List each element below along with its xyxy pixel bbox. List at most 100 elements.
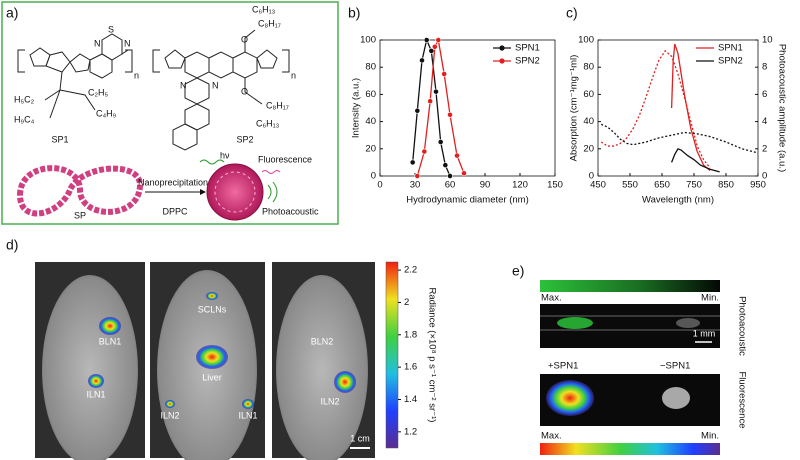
data-point [414, 173, 421, 179]
y-tick-label: 0 [589, 171, 594, 182]
data-point [423, 37, 430, 43]
colorbar-label: Radiance (×10⁸ p s⁻¹ cm⁻² sr⁻¹) [426, 288, 437, 423]
panel-label: b) [348, 5, 360, 21]
data-point [454, 152, 460, 159]
modality-label: Fluorescence [736, 371, 747, 428]
photoacoustic-label: Photoacoustic [262, 206, 319, 216]
y2-tick-label: 8 [762, 62, 767, 73]
data-point [435, 37, 442, 43]
legend-label: SPN1 [718, 43, 743, 54]
data-point [441, 71, 448, 77]
y-tick-label: 80 [583, 62, 594, 73]
acoustic-wave [267, 181, 278, 203]
scale-min: Min. [701, 293, 719, 304]
process-label: Nanoprecipitation [138, 177, 208, 187]
data-point [414, 107, 421, 114]
legend-marker [499, 58, 505, 64]
signal [99, 317, 121, 335]
y2-axis-label: Photoacoustic amplitude (a.u.) [776, 44, 787, 172]
y-tick-label: 60 [583, 89, 594, 100]
y-tick-label: 80 [365, 62, 376, 73]
x-tick-label: 90 [480, 180, 491, 191]
data-point [433, 88, 439, 95]
node-label: BLN2 [311, 336, 334, 346]
colorbar-tick-label: 1.4 [404, 394, 417, 405]
structure-sp2 [152, 29, 290, 151]
polymer-chain [16, 165, 144, 217]
colorbar [540, 443, 720, 455]
y-axis-label: Absorption (cm⁻¹mg⁻¹ml) [569, 55, 580, 162]
legend-label: SPN2 [515, 56, 540, 67]
pa-signal [557, 317, 593, 329]
x-tick-label: 550 [622, 180, 638, 191]
signal [206, 292, 218, 300]
x-tick-label: 950 [750, 180, 766, 191]
x-axis-label: Wavelength (nm) [642, 195, 714, 206]
atom: n [291, 70, 296, 80]
atom: N [124, 38, 131, 48]
chem-group: C₆H₁₃ [252, 4, 276, 14]
data-point [442, 162, 449, 169]
y-tick-label: 60 [365, 89, 376, 100]
series-line [600, 49, 711, 169]
y-tick-label: 100 [578, 35, 594, 46]
light-label: hν [220, 150, 230, 160]
atom: N [180, 80, 187, 90]
y2-tick-label: 2 [762, 143, 767, 154]
fl-signal [546, 380, 594, 416]
node-label: Liver [202, 372, 222, 382]
panel-e: Max. Min. 1 mm Photoacoustic +SPN1 −SPN1… [540, 280, 747, 455]
chem-group: C₄H₉ [96, 108, 117, 118]
series-line [670, 43, 711, 172]
signal [196, 345, 228, 369]
compound-label: SP1 [51, 134, 68, 144]
panel-d: BLN1 ILN1 SCLNs Liver ILN2 ILN1 BLN2 ILN… [35, 261, 437, 460]
emission-wave [261, 170, 281, 174]
panel-a: S N N n n N N H₅C₂ H₉C₄ C₂H₅ C₄H₉ C₆H₁₃ … [1, 1, 339, 225]
light-wave [199, 159, 225, 165]
chem-group: O [241, 86, 248, 96]
node-label: ILN2 [320, 396, 339, 406]
y2-tick-label: 6 [762, 89, 767, 100]
legend-label: SPN2 [718, 56, 743, 67]
node-label: SCLNs [198, 304, 227, 314]
sample-label: −SPN1 [660, 361, 690, 372]
x-tick-label: 850 [718, 180, 734, 191]
panel-label: e) [512, 263, 524, 279]
atom: N [94, 38, 101, 48]
node-label: ILN1 [86, 389, 105, 399]
signal [88, 374, 104, 388]
colorbar [540, 280, 720, 292]
colorbar-tick-label: 2.2 [404, 265, 417, 276]
chem-group: H₅C₂ [14, 94, 35, 104]
data-point [409, 159, 416, 166]
signal [334, 371, 356, 393]
panel-label: a) [6, 5, 18, 21]
legend-label: SPN1 [515, 43, 540, 54]
y-tick-label: 0 [371, 171, 376, 182]
x-tick-label: 750 [686, 180, 702, 191]
y-tick-label: 20 [583, 143, 594, 154]
panel-label: d) [6, 237, 18, 253]
node-label: ILN2 [160, 410, 179, 420]
legend-marker [499, 45, 505, 51]
data-point [447, 111, 453, 118]
chem-group: O [241, 34, 248, 44]
mouse-body [42, 275, 138, 460]
chem-group: C₂H₅ [88, 87, 108, 97]
data-point [419, 57, 425, 64]
y2-tick-label: 0 [762, 171, 767, 182]
data-point [427, 98, 434, 105]
structure-sp1 [17, 33, 133, 119]
modality-label: Photoacoustic [736, 296, 747, 356]
data-point [461, 170, 467, 177]
data-point [437, 139, 444, 145]
x-tick-label: 0 [377, 180, 382, 191]
compound-label: SP2 [236, 134, 253, 144]
scale-label: 1 cm [350, 433, 370, 443]
node-label: BLN1 [99, 336, 122, 346]
panel-label: c) [566, 5, 578, 21]
x-axis-label: Hydrodynamic diameter (nm) [406, 195, 528, 206]
nanoparticle-texture [214, 171, 256, 213]
y-tick-label: 40 [365, 116, 376, 127]
